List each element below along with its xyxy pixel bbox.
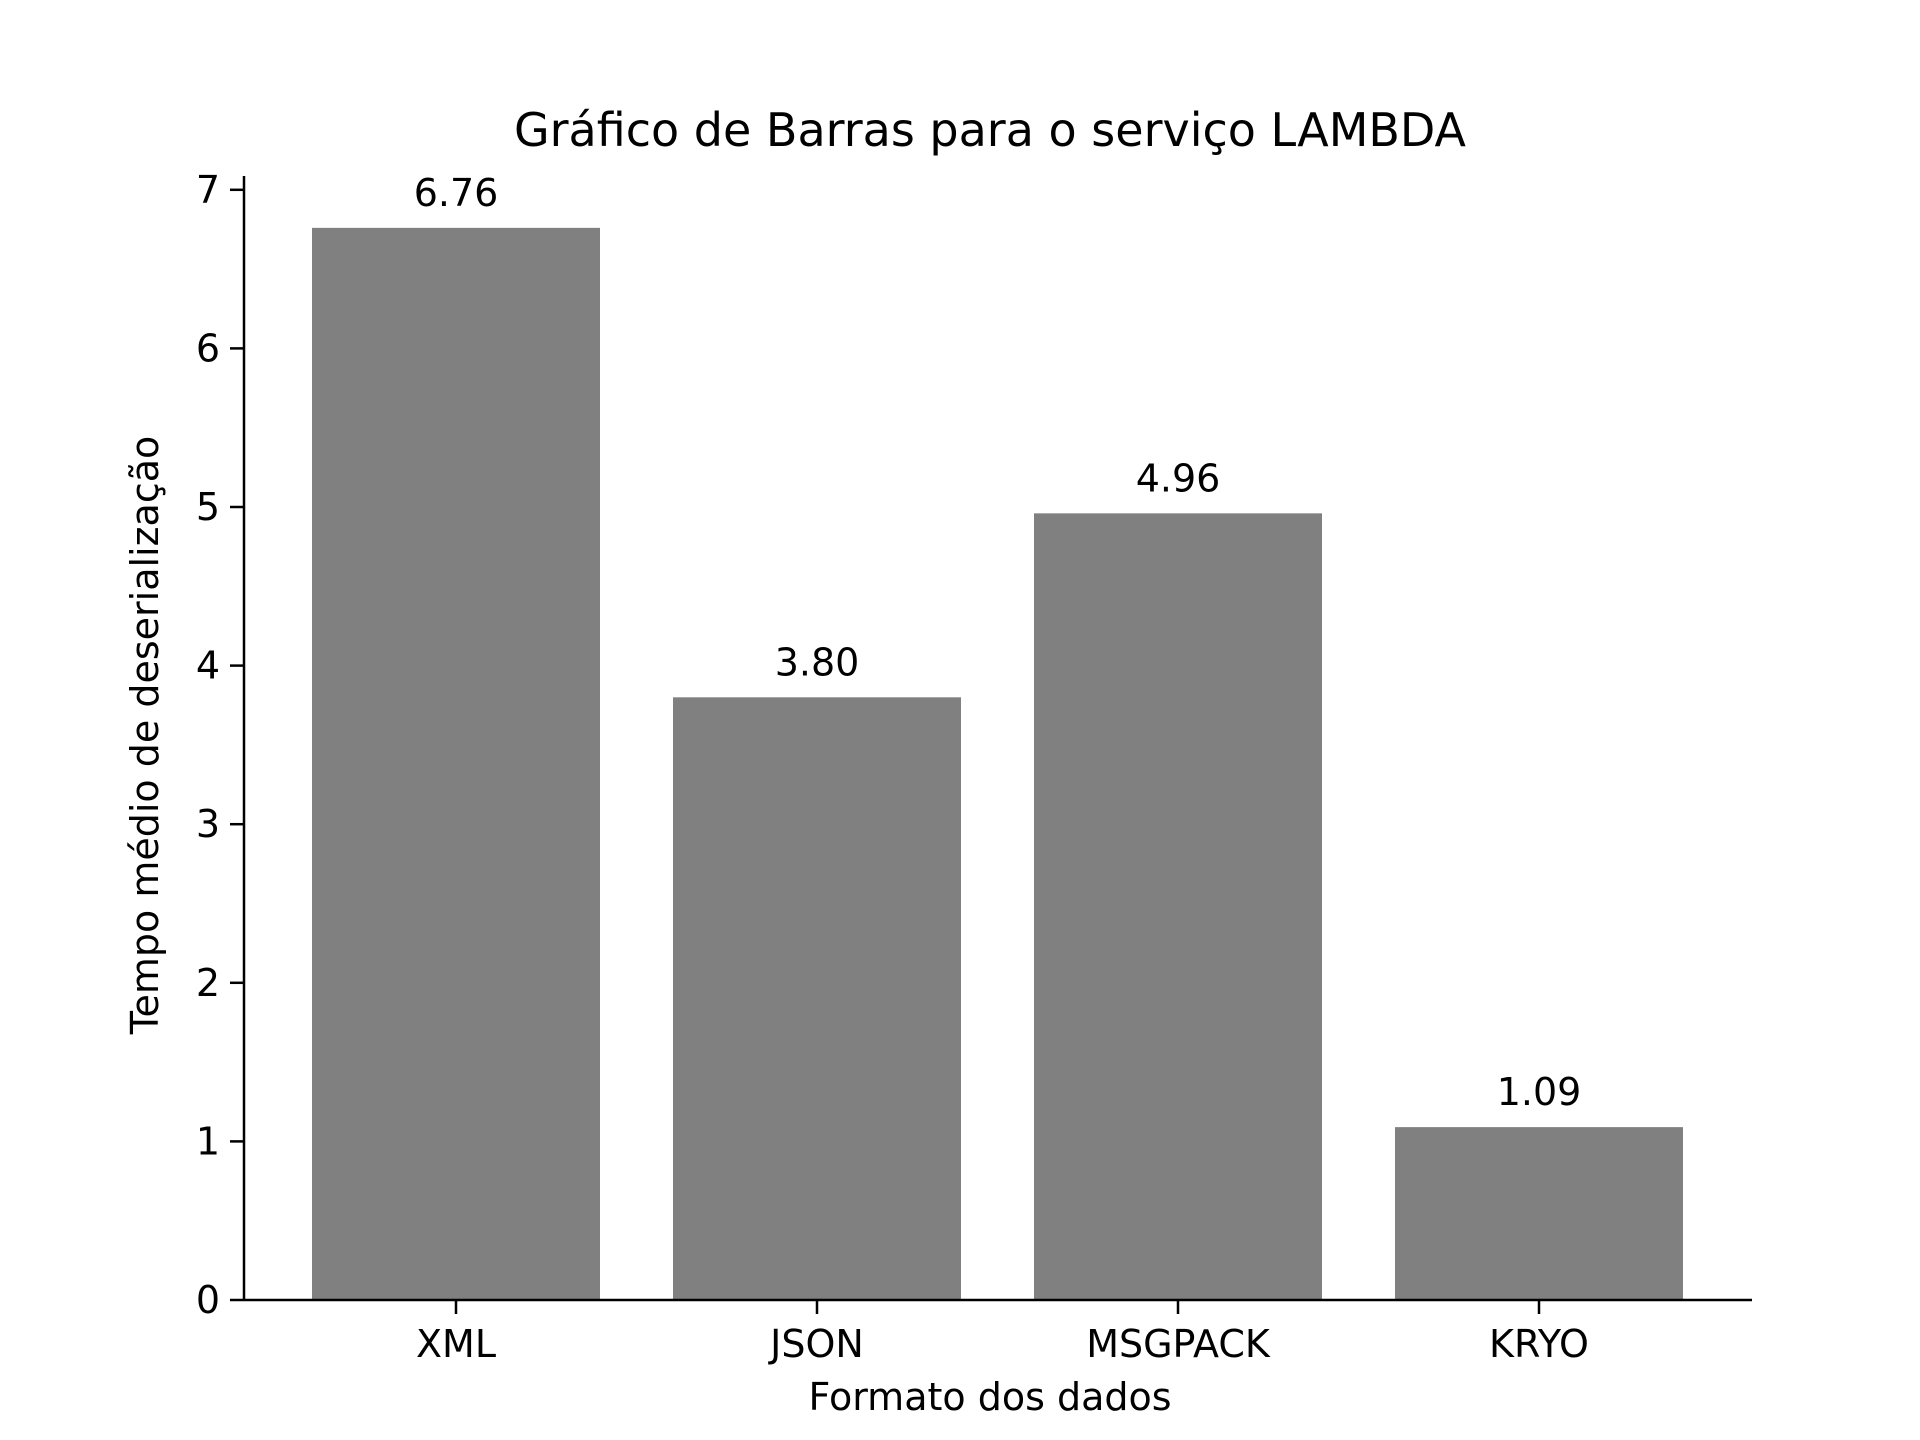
y-tick-label-1: 1 [196,1119,220,1163]
data-label-kryo: 1.09 [1497,1070,1582,1114]
y-tick-label-7: 7 [196,168,220,212]
bar-json [673,697,961,1300]
y-tick-label-6: 6 [196,326,220,370]
y-axis-label: Tempo médio de deserialização [123,436,167,1036]
value-labels-layer: 6.76 3.80 4.96 1.09 [414,171,1582,1114]
x-axis-label: Formato dos dados [808,1375,1171,1419]
bars-layer [312,227,1683,1300]
y-tick-label-0: 0 [196,1278,220,1322]
y-tick-label-5: 5 [196,485,220,529]
x-tick-label-msgpack: MSGPACK [1086,1322,1271,1366]
chart-title: Gráfico de Barras para o serviço LAMBDA [514,103,1467,157]
bar-kryo [1395,1127,1683,1300]
y-tick-label-2: 2 [196,961,220,1005]
data-label-xml: 6.76 [414,171,499,215]
x-tick-label-json: JSON [768,1322,864,1366]
y-tick-label-4: 4 [196,644,220,688]
y-tick-label-3: 3 [196,802,220,846]
data-label-msgpack: 4.96 [1136,456,1221,500]
bar-msgpack [1034,513,1322,1300]
x-axis-ticks: XML JSON MSGPACK KRYO [416,1300,1589,1366]
bar-xml [312,227,600,1300]
y-axis-ticks: 0 1 2 3 4 5 6 7 [196,168,244,1322]
x-tick-label-xml: XML [416,1322,496,1366]
x-tick-label-kryo: KRYO [1489,1322,1589,1366]
data-label-json: 3.80 [775,640,860,684]
